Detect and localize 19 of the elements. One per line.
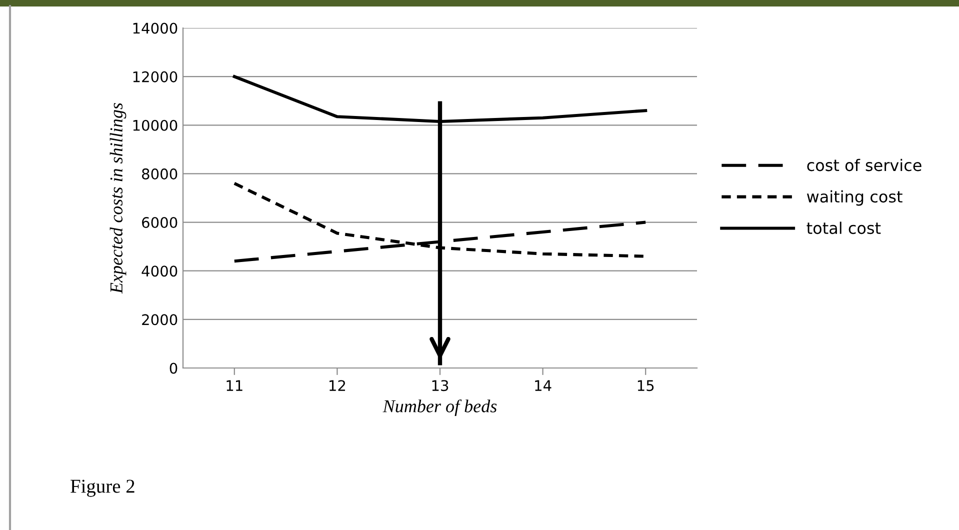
legend-label: waiting cost	[806, 190, 902, 206]
legend-label: total cost	[806, 222, 881, 234]
y-tick-label: 4000	[142, 266, 178, 277]
y-tick-label: 6000	[142, 217, 178, 228]
caption: Figure 2	[70, 480, 134, 497]
y-tick-label: 8000	[142, 168, 178, 180]
y-tick-label: 14000	[133, 22, 178, 34]
x-tick-label: 12	[330, 380, 346, 391]
legend-label: cost of service	[807, 158, 922, 172]
x-tick-label: 14	[535, 380, 552, 391]
x-tick-label: 11	[226, 380, 242, 391]
y-axis-title: Expected costs in shillings	[110, 103, 126, 294]
x-tick-label: 15	[638, 380, 654, 392]
y-tick-label: 12000	[133, 71, 178, 82]
y-tick-label: 2000	[142, 314, 178, 326]
x-tick-label: 13	[432, 380, 448, 392]
y-tick-label: 0	[170, 362, 178, 374]
x-axis-title: Number of beds	[382, 399, 497, 416]
y-tick-label: 10000	[133, 120, 178, 131]
